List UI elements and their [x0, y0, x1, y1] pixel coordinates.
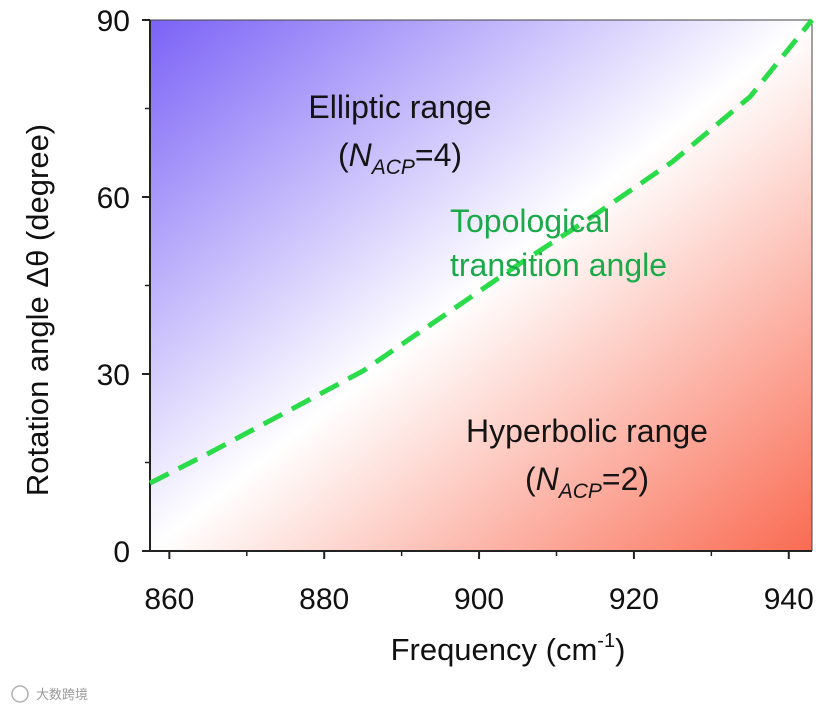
curve-label-line1: Topological: [450, 203, 610, 239]
plot-area: [150, 20, 812, 551]
y-tick-label-90: 90: [97, 5, 130, 38]
watermark-logo-icon: [11, 685, 29, 703]
x-tick-label-940: 940: [764, 583, 814, 616]
x-axis-title: Frequency (cm-1): [391, 630, 626, 667]
hyperbolic-value: =2: [602, 461, 638, 497]
x-tick-label-920: 920: [609, 583, 659, 616]
transition-angle-curve: [148, 18, 814, 486]
elliptic-close-paren: ): [451, 137, 462, 173]
x-tick-label-860: 860: [144, 583, 194, 616]
watermark-text: 大数跨境: [36, 688, 88, 703]
y-axis-title: Rotation angle Δθ (degree): [20, 124, 55, 496]
elliptic-n-symbol: N: [349, 137, 373, 173]
x-axis-title-superscript: -1: [597, 630, 615, 652]
hyperbolic-range-label: Hyperbolic range: [466, 413, 708, 449]
y-tick-labels: 0 30 60 90: [97, 5, 130, 569]
hyperbolic-open-paren: (: [525, 461, 536, 497]
elliptic-value: =4: [415, 137, 451, 173]
y-tick-label-0: 0: [113, 536, 130, 569]
y-tick-label-30: 30: [97, 359, 130, 392]
elliptic-open-paren: (: [338, 137, 349, 173]
elliptic-nacp-label: (NACP=4): [338, 137, 462, 179]
x-tick-labels: 860 880 900 920 940: [144, 583, 813, 616]
hyperbolic-subscript: ACP: [557, 480, 602, 503]
elliptic-range-label: Elliptic range: [308, 89, 491, 125]
x-axis-title-close: ): [615, 632, 625, 667]
curve-label-line2: transition angle: [450, 247, 667, 283]
hyperbolic-nacp-label: (NACP=2): [525, 461, 649, 503]
x-tick-label-880: 880: [299, 583, 349, 616]
elliptic-subscript: ACP: [370, 156, 415, 179]
hyperbolic-n-symbol: N: [536, 461, 560, 497]
y-tick-label-60: 60: [97, 182, 130, 215]
x-axis-title-main: Frequency (cm: [391, 632, 598, 667]
x-tick-label-900: 900: [454, 583, 504, 616]
watermark: 大数跨境: [11, 685, 88, 703]
hyperbolic-close-paren: ): [638, 461, 649, 497]
